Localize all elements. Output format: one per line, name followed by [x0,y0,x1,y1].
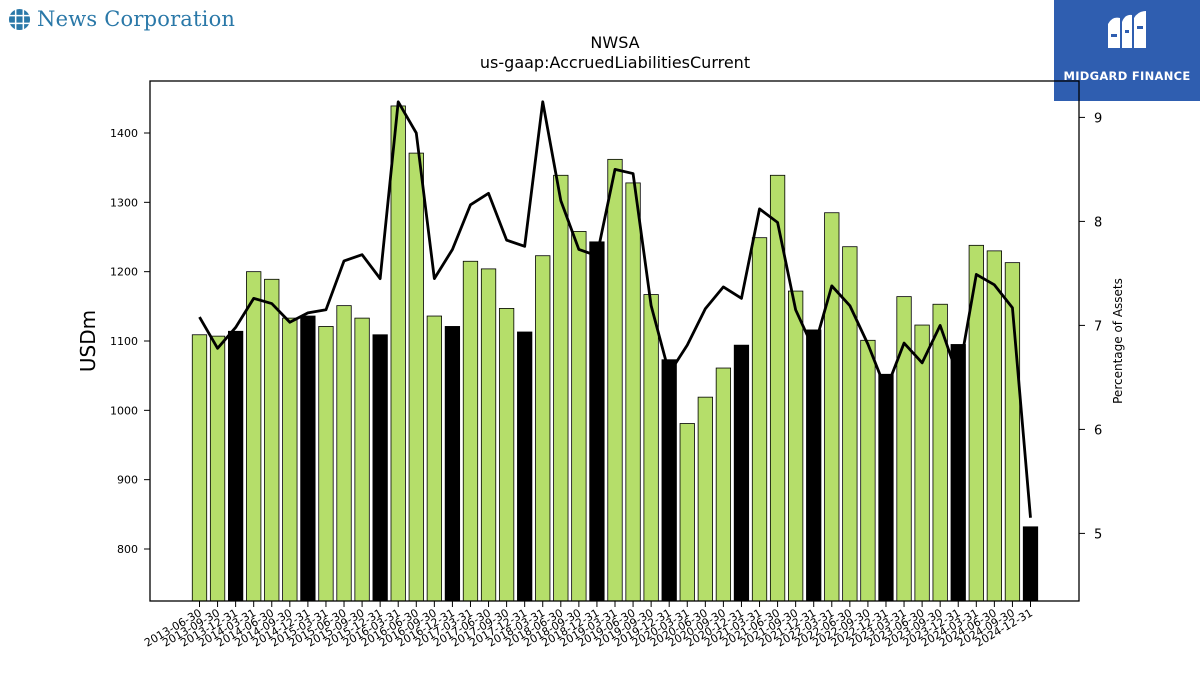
bar [462,260,479,602]
y-tick-label: 1200 [110,266,138,279]
bar [914,324,930,602]
chart-title: NWSA [590,33,639,52]
bar [444,326,461,602]
bar [408,152,424,602]
bar [227,330,244,602]
bar [336,305,352,602]
bar [824,212,840,602]
bar [517,331,533,602]
bar [769,174,786,602]
bar [264,278,280,602]
bar [372,334,388,602]
bar [480,268,497,602]
bar [986,250,1002,602]
bar-series [191,105,1039,602]
y-tick-label: 1300 [110,196,138,209]
bar [589,241,605,602]
midgard-finance-logo: MIDGARD FINANCE [1054,0,1200,101]
bar [788,290,804,602]
bar [209,335,226,602]
bar [553,174,569,602]
company-name: News Corporation [37,7,236,31]
bar [643,294,659,602]
x-axis: 2013-06-302013-09-302013-12-312014-03-31… [142,601,1035,650]
y-tick-label: 1400 [110,127,138,140]
y2-tick-label: 9 [1094,111,1102,126]
bar [426,315,442,602]
sponsor-name: MIDGARD FINANCE [1063,69,1191,83]
bar [1022,526,1039,602]
bar [535,255,551,602]
y-tick-label: 1100 [110,335,138,348]
y-axis-label: USDm [76,310,100,372]
bar [571,231,587,602]
y2-tick-label: 5 [1094,527,1102,542]
y2-tick-label: 6 [1094,423,1102,438]
bar [246,271,262,602]
bar [932,303,948,602]
bar [300,315,316,602]
y-tick-label: 800 [117,543,138,556]
bar [390,105,406,602]
right-axis: 5 6 7 8 9 [1079,111,1102,542]
midgard-mark-icon [1108,11,1146,48]
bar [498,308,515,602]
y2-tick-label: 8 [1094,215,1102,230]
bar [860,339,876,602]
y-tick-label: 1000 [110,404,138,417]
bar [878,373,894,602]
y-tick-label: 900 [117,474,138,487]
bar [354,317,370,602]
bar [282,317,298,602]
bar [318,326,334,602]
bar [806,329,822,602]
bar [679,423,695,602]
bar [733,344,750,602]
bar [715,367,732,602]
bar [950,344,966,602]
bar [625,182,641,602]
percentage-line [198,100,1032,518]
bar [751,237,768,602]
bar [697,396,713,602]
bar [191,334,208,602]
left-axis: 800 900 1000 1100 1200 1300 1400 [110,127,150,556]
globe-icon [8,8,31,30]
y2-tick-label: 7 [1094,319,1102,334]
chart-subtitle: us-gaap:AccruedLiabilitiesCurrent [480,53,750,72]
bar [607,158,623,602]
news-corp-logo: News Corporation [8,4,235,34]
bar [661,359,677,602]
y2-axis-label: Percentage of Assets [1111,278,1125,404]
